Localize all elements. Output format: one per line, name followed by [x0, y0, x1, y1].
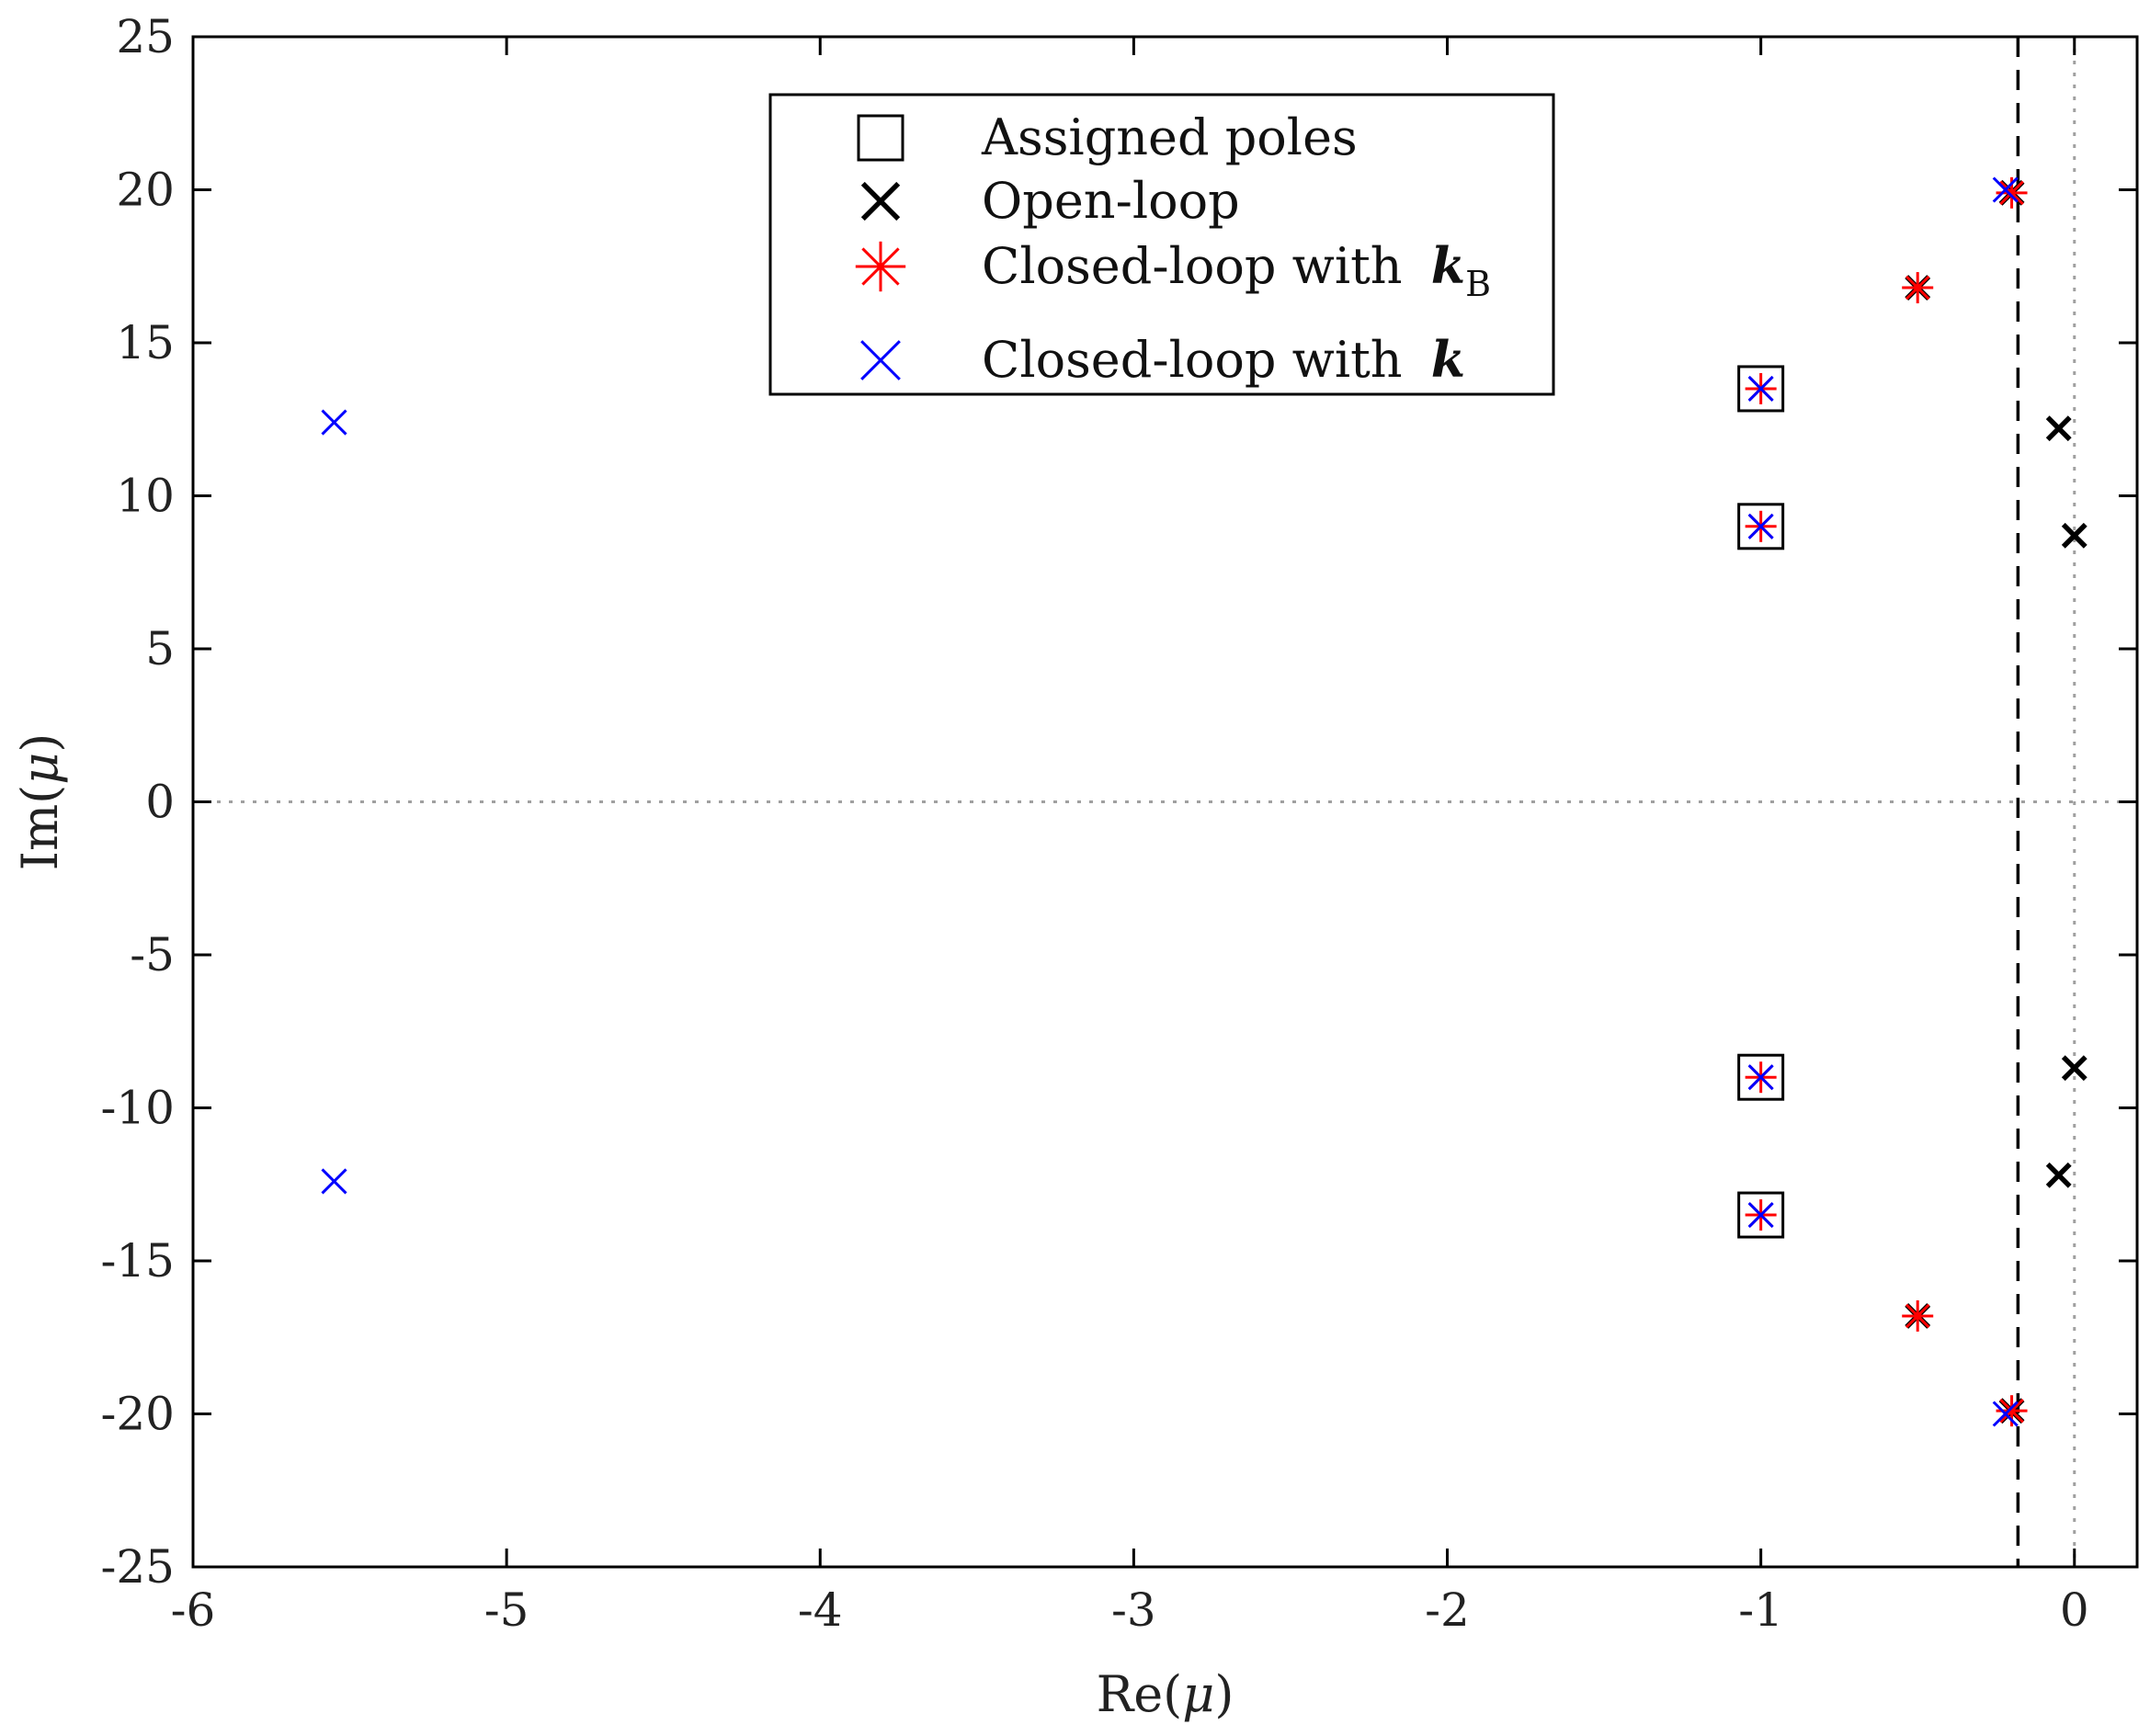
- legend-label-open-loop-text: Open-loop: [982, 172, 1240, 230]
- y-tick-label: -10: [100, 1082, 175, 1135]
- marker-closed-loop-with-k: [1747, 513, 1774, 539]
- marker-closed-loop-with-k: [1747, 375, 1774, 403]
- marker-assigned-poles: [1737, 1053, 1785, 1101]
- x-tick-label: -1: [1738, 1583, 1783, 1637]
- marker-closed-loop-with-kb: [1902, 272, 1934, 304]
- legend-label-closed-loop-k-text: Closed-loop with: [982, 331, 1418, 389]
- legend-marker-open-loop: [860, 181, 901, 221]
- marker-assigned-poles: [1737, 503, 1785, 550]
- legend-label-closed-loop-kb-text: Closed-loop with: [982, 237, 1418, 295]
- marker-closed-loop-with-kb: [1996, 1395, 2028, 1427]
- pole-markers: [321, 176, 2087, 1427]
- x-tick-label: -4: [798, 1583, 843, 1637]
- marker-open-loop: [2045, 1162, 2072, 1188]
- x-axis-label: Re(μ): [1097, 1665, 1234, 1723]
- legend-label-closed-loop-kb-symbol: k: [1431, 236, 1465, 295]
- series-assigned-poles: [1737, 365, 1785, 1239]
- series-closed-loop-with-k: [321, 176, 2019, 1427]
- x-tick-label: -6: [171, 1583, 216, 1637]
- x-tick-label: -3: [1111, 1583, 1156, 1637]
- x-axis-label-symbol: μ: [1182, 1665, 1214, 1723]
- marker-closed-loop-with-k: [1992, 1401, 2019, 1427]
- y-tick-label: -20: [100, 1388, 175, 1441]
- legend-label-open-loop: Open-loop: [982, 172, 1240, 230]
- y-tick-label: 10: [116, 470, 175, 523]
- marker-assigned-poles: [1737, 1191, 1785, 1239]
- y-tick-label: 20: [116, 164, 175, 217]
- y-tick-label: 0: [145, 776, 175, 829]
- legend-label-closed-loop-kb: Closed-loop with kB: [982, 236, 1491, 304]
- marker-assigned-poles: [1737, 365, 1785, 413]
- marker-open-loop: [2045, 415, 2072, 442]
- y-axis-label-suffix: ): [11, 733, 69, 753]
- y-tick-label: 15: [116, 316, 175, 369]
- x-axis-label-suffix: ): [1214, 1665, 1234, 1723]
- x-axis-label-prefix: Re(: [1097, 1665, 1183, 1723]
- marker-closed-loop-with-k: [321, 409, 347, 436]
- x-tick-label: 0: [2060, 1583, 2089, 1637]
- y-axis-label: Im(μ): [11, 733, 69, 871]
- legend-label-closed-loop-k: Closed-loop with k: [982, 330, 1465, 389]
- legend-marker-closed-loop-with-k: [860, 340, 901, 380]
- y-tick-label: 25: [116, 10, 175, 63]
- y-tick-label: -25: [100, 1540, 175, 1594]
- x-tick-label: -5: [484, 1583, 529, 1637]
- legend-marker-assigned-poles: [857, 114, 904, 162]
- legend-marker-closed-loop-with-kb: [855, 241, 906, 292]
- legend-label-assigned-poles-text: Assigned poles: [981, 108, 1358, 166]
- legend-label-closed-loop-kb-subscript: B: [1465, 264, 1491, 304]
- legend-box: [768, 93, 1555, 396]
- legend-label-closed-loop-k-symbol: k: [1431, 330, 1465, 389]
- axis-ticks: [191, 35, 2137, 1569]
- marker-closed-loop-with-kb: [1902, 1299, 1934, 1332]
- marker-open-loop: [2061, 522, 2087, 549]
- y-tick-label: -15: [100, 1234, 175, 1288]
- marker-closed-loop-with-k: [1747, 1201, 1774, 1229]
- y-tick-label: -5: [130, 928, 175, 981]
- legend-markers: [855, 114, 906, 380]
- marker-closed-loop-with-k: [321, 1168, 347, 1195]
- x-tick-label: -2: [1425, 1583, 1470, 1637]
- y-axis-label-symbol: μ: [11, 753, 69, 785]
- y-axis-label-prefix: Im(: [11, 785, 69, 871]
- reference-lines: [193, 37, 2137, 1567]
- y-tick-label: 5: [145, 622, 175, 675]
- marker-open-loop: [2061, 1055, 2087, 1082]
- legend-label-assigned-poles: Assigned poles: [981, 108, 1358, 166]
- marker-closed-loop-with-k: [1747, 1064, 1774, 1091]
- legend: Assigned poles Open-loop Closed-loop wit…: [768, 93, 1555, 396]
- marker-closed-loop-with-k: [1992, 176, 2019, 203]
